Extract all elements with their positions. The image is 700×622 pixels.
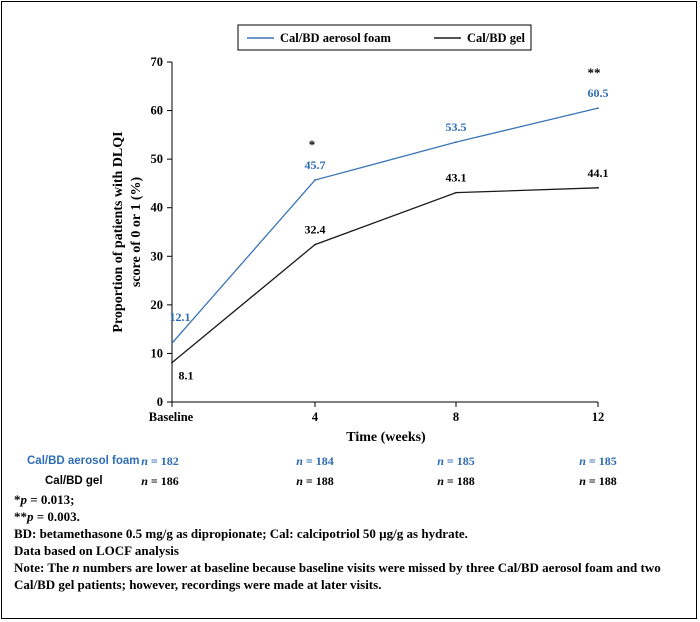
significance-marker: * [309, 137, 316, 152]
data-point [455, 191, 457, 194]
footnote-locf: Data based on LOCF analysis [14, 543, 179, 558]
axes: 0 10 20 30 40 50 60 70 Baseline 4 8 12 [149, 55, 604, 424]
n-cell: n = 186 [141, 474, 179, 488]
footnote-p2: **p = 0.003. [14, 509, 80, 524]
significance-marker: ** [588, 65, 601, 80]
n-cell: n = 185 [579, 454, 617, 468]
y-axis-title-line2: score of 0 or 1 (%) [129, 177, 144, 288]
data-label: 45.7 [305, 158, 326, 172]
data-label: 60.5 [588, 86, 609, 100]
data-label: 53.5 [446, 120, 467, 134]
y-tick-label: 10 [151, 346, 164, 360]
footnote-abbreviations: BD: betamethasone 0.5 mg/g as dipropiona… [14, 526, 468, 541]
legend: Cal/BD aerosol foam Cal/BD gel [237, 24, 532, 51]
n-row-label: Cal/BD aerosol foam [27, 455, 140, 467]
data-point [455, 141, 457, 144]
n-cell: n = 182 [141, 454, 179, 468]
footnotes: *p = 0.013; **p = 0.003. BD: betamethaso… [14, 491, 686, 593]
legend-box [237, 24, 532, 51]
n-cell: n = 185 [437, 454, 475, 468]
footnote-p1: *p = 0.013; [14, 492, 75, 507]
x-tick-label: 8 [453, 410, 459, 424]
series-layer: 12.145.753.560.58.132.443.1 44.1*** [170, 65, 609, 383]
x-axis-title: Time (weeks) [346, 430, 426, 445]
n-row-label: Cal/BD gel [45, 475, 103, 487]
y-tick-label: 30 [151, 249, 164, 263]
data-label: 43.1 [446, 171, 467, 185]
n-cell: n = 184 [296, 454, 334, 468]
y-axis-title-line1: Proportion of patients with DLQI [111, 131, 126, 332]
y-tick-label: 60 [151, 104, 164, 118]
data-point [597, 107, 599, 110]
x-tick-label: Baseline [149, 410, 194, 424]
data-point [171, 342, 173, 345]
line-chart: Cal/BD aerosol foam Cal/BD gel 0 10 20 30 40… [111, 24, 609, 445]
x-tick-label: 4 [312, 410, 319, 424]
data-point [597, 186, 599, 189]
data-point [314, 243, 316, 246]
footnote-note: Note: The n numbers are lower at baselin… [14, 560, 661, 592]
series-line-foam [171, 107, 599, 344]
data-label: 12.1 [170, 310, 191, 324]
n-cell: n = 188 [579, 474, 617, 488]
legend-label-gel: Cal/BD gel [467, 31, 526, 45]
data-label: 8.1 [179, 369, 194, 383]
y-tick-label: 20 [151, 298, 164, 312]
n-cell: n = 188 [437, 474, 475, 488]
data-point [314, 179, 316, 181]
data-label: 44.1 [588, 166, 609, 180]
y-tick-label: 0 [157, 395, 163, 409]
x-tick-label: 12 [592, 410, 605, 424]
y-tick-label: 40 [151, 201, 164, 215]
data-point [171, 361, 173, 364]
n-cell: n = 188 [296, 474, 334, 488]
y-tick-label: 50 [151, 152, 164, 166]
legend-label-foam: Cal/BD aerosol foam [280, 31, 391, 45]
y-tick-label: 70 [151, 55, 164, 69]
series-line-gel [171, 187, 599, 364]
data-label: 32.4 [305, 223, 326, 237]
